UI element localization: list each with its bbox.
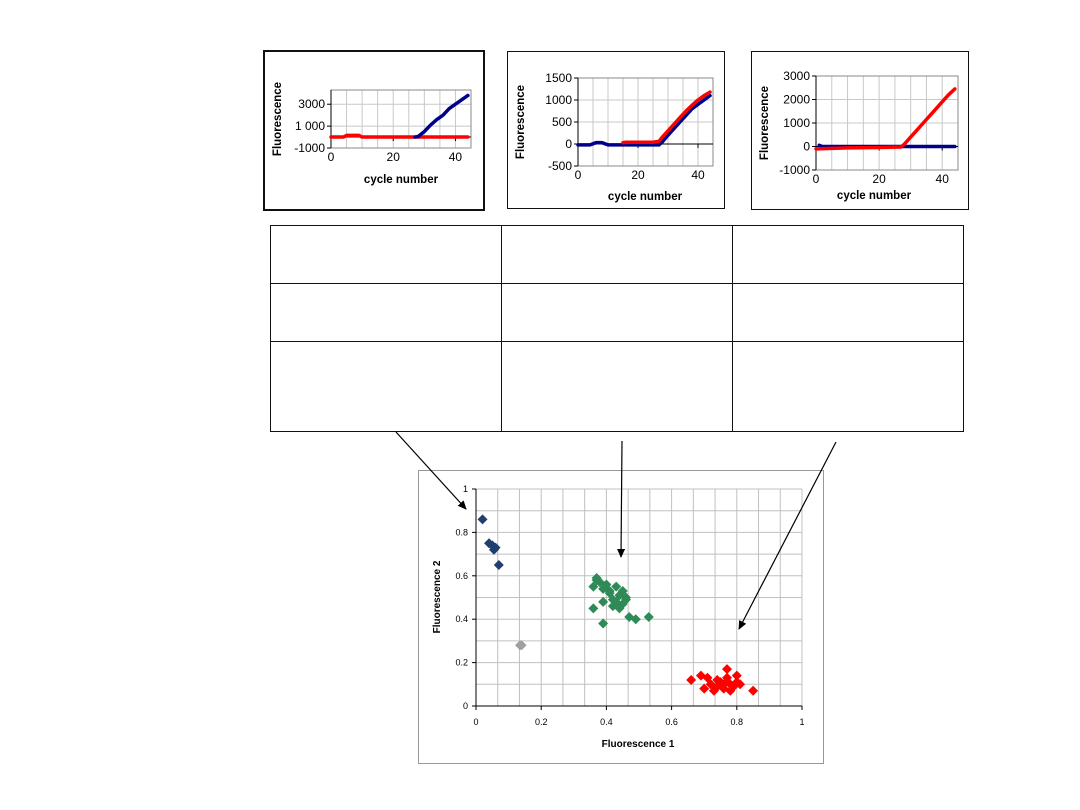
data-point xyxy=(699,683,710,694)
x-tick-label: 0.8 xyxy=(731,717,744,727)
x-tick-label: 40 xyxy=(449,150,463,164)
data-point xyxy=(748,685,759,696)
x-tick-label: 40 xyxy=(936,172,950,186)
data-point xyxy=(731,670,742,681)
y-axis-label: Fluorescence 2 xyxy=(432,560,443,633)
data-point xyxy=(493,559,504,570)
x-tick-label: 0 xyxy=(575,168,582,182)
y-tick-label: 0 xyxy=(463,701,468,711)
y-tick-label: 1000 xyxy=(545,93,572,107)
arrow-to-blue-cluster xyxy=(395,431,467,510)
y-tick-label: 0.2 xyxy=(455,658,468,668)
empty-grid-table xyxy=(270,225,964,432)
y-tick-label: -1000 xyxy=(294,141,325,155)
data-point xyxy=(725,679,736,690)
x-tick-label: 20 xyxy=(631,168,645,182)
y-tick-label: 500 xyxy=(552,115,572,129)
data-point xyxy=(598,618,609,629)
amplification-plot-3-panel: -1000 0 1000 2000 3000 0 20 40 Fluorescence cycle… xyxy=(751,51,969,210)
data-point xyxy=(643,612,654,623)
series-line-red xyxy=(329,133,470,139)
amplification-plot-1-panel: -1000 1 000 3000 0 20 40 Fluorescence cycle num… xyxy=(263,50,485,211)
x-tick-label: 20 xyxy=(872,172,886,186)
x-axis-label: cycle number xyxy=(364,174,439,186)
y-tick-label: -1000 xyxy=(779,163,810,177)
x-tick-label: 1 xyxy=(799,717,804,727)
data-point xyxy=(588,603,599,614)
y-tick-label: 0.8 xyxy=(455,527,468,537)
amplification-plot-2-panel: -500 0 500 1000 1500 0 20 40 Fluorescence cycle n… xyxy=(507,51,725,209)
data-point xyxy=(477,514,488,525)
data-point xyxy=(617,585,628,596)
y-tick-label: 3000 xyxy=(298,97,325,111)
scatter-plot: 0 0.2 0.4 0.6 0.8 1 0 0.2 0.4 0.6 0.8 1 Fluorescence… xyxy=(432,484,805,750)
grid-cell xyxy=(501,225,733,284)
data-point xyxy=(735,679,746,690)
series-line-red xyxy=(621,90,712,145)
y-tick-label: 1 xyxy=(463,484,468,494)
data-point xyxy=(515,640,526,651)
y-axis-label: Fluorescence xyxy=(759,86,771,160)
y-tick-label: 1 000 xyxy=(295,119,325,133)
y-tick-label: 0 xyxy=(565,137,572,151)
data-point xyxy=(604,585,615,596)
x-tick-label: 0 xyxy=(328,150,335,164)
grid-cell xyxy=(501,283,733,342)
data-point xyxy=(488,544,499,555)
series-cluster-gray xyxy=(515,640,527,651)
grid-cell xyxy=(270,341,502,432)
data-point xyxy=(598,596,609,607)
series-line-red xyxy=(814,87,957,151)
y-tick-label: 0 xyxy=(803,140,810,154)
y-tick-label: -500 xyxy=(548,159,572,173)
x-tick-label: 0.6 xyxy=(665,717,678,727)
arrow-to-green-cluster xyxy=(617,440,626,558)
series-line-blue xyxy=(576,93,712,147)
x-tick-label: 20 xyxy=(387,150,401,164)
data-point xyxy=(725,685,736,696)
grid-cell xyxy=(732,341,964,432)
y-axis-label: Fluorescence xyxy=(272,82,284,156)
x-tick-label: 0 xyxy=(473,717,478,727)
y-tick-label: 0.4 xyxy=(455,614,468,624)
x-tick-label: 40 xyxy=(691,168,705,182)
y-tick-label: 2000 xyxy=(783,93,810,107)
series-line-blue xyxy=(413,93,470,139)
data-point xyxy=(611,581,622,592)
x-axis-label: cycle number xyxy=(837,190,912,202)
data-point xyxy=(718,679,729,690)
data-point xyxy=(686,674,697,685)
x-tick-label: 0 xyxy=(813,172,820,186)
data-point xyxy=(484,538,495,549)
series-cluster-green xyxy=(588,572,654,629)
data-point xyxy=(601,579,612,590)
grid-cell xyxy=(501,341,733,432)
y-tick-label: 1000 xyxy=(783,116,810,130)
data-point xyxy=(591,575,602,586)
arrow-to-red-cluster xyxy=(738,441,837,630)
data-point xyxy=(620,594,631,605)
amplification-plot-1: -1000 1 000 3000 0 20 40 Fluorescence cycle num… xyxy=(272,82,472,186)
y-tick-label: 0.6 xyxy=(455,571,468,581)
data-point xyxy=(722,664,733,675)
x-tick-label: 0.2 xyxy=(535,717,548,727)
series-cluster-dark-blue xyxy=(477,514,504,570)
data-point xyxy=(630,614,641,625)
x-axis-label: cycle number xyxy=(608,191,683,203)
x-tick-label: 0.4 xyxy=(600,717,613,727)
data-point xyxy=(614,603,625,614)
y-tick-label: 3000 xyxy=(783,69,810,83)
y-tick-label: 1500 xyxy=(545,71,572,85)
series-cluster-red xyxy=(686,664,759,696)
x-axis-label: Fluorescence 1 xyxy=(602,739,675,750)
data-point xyxy=(598,583,609,594)
data-point xyxy=(712,674,723,685)
y-axis-label: Fluorescence xyxy=(515,85,527,159)
data-point xyxy=(607,601,618,612)
